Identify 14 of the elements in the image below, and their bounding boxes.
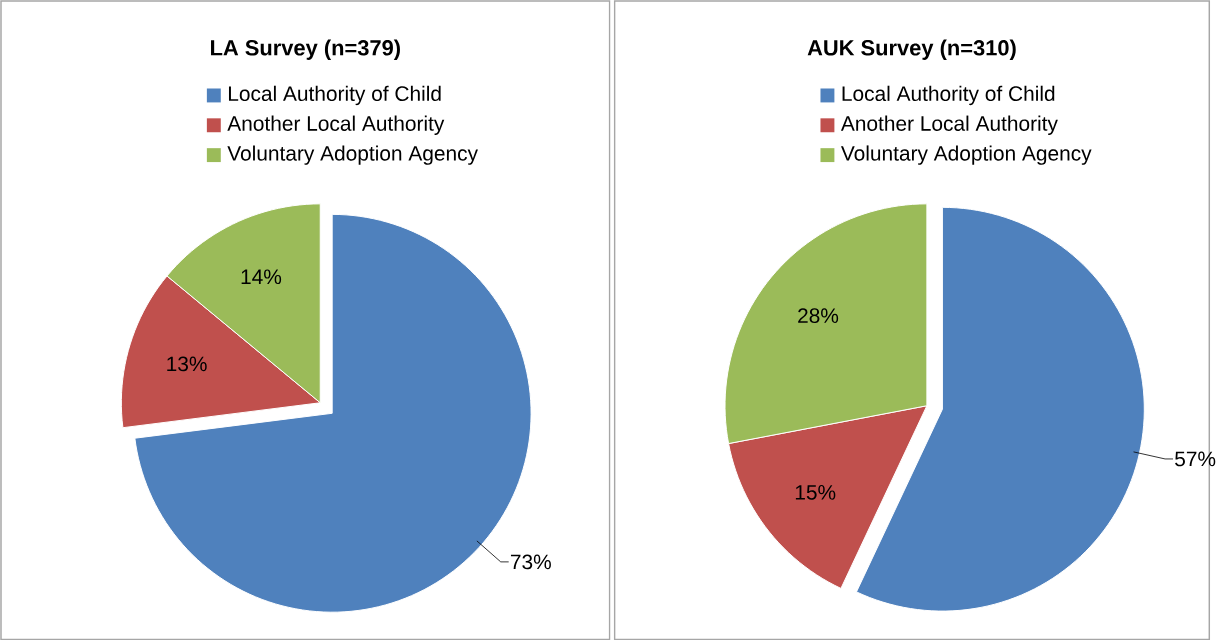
data-label: 13% xyxy=(167,356,207,372)
legend-label: Another Local Authority xyxy=(840,115,1058,135)
data-label: 57% xyxy=(1175,451,1216,467)
data-label: 28% xyxy=(798,308,839,323)
data-label: 15% xyxy=(795,484,836,500)
data-label: 14% xyxy=(241,269,282,284)
chart-title: AUK Survey (n=310) xyxy=(807,39,1016,60)
legend-label: Voluntary Adoption Agency xyxy=(840,145,1092,165)
legend-label: Another Local Authority xyxy=(227,115,445,135)
chart-title: LA Survey (n=379) xyxy=(211,39,400,60)
data-label: 73% xyxy=(510,554,551,570)
legend-label: Local Authority of Child xyxy=(842,85,1055,106)
legend-label: Local Authority of Child xyxy=(228,85,441,106)
legend-label: Voluntary Adoption Agency xyxy=(227,145,478,165)
